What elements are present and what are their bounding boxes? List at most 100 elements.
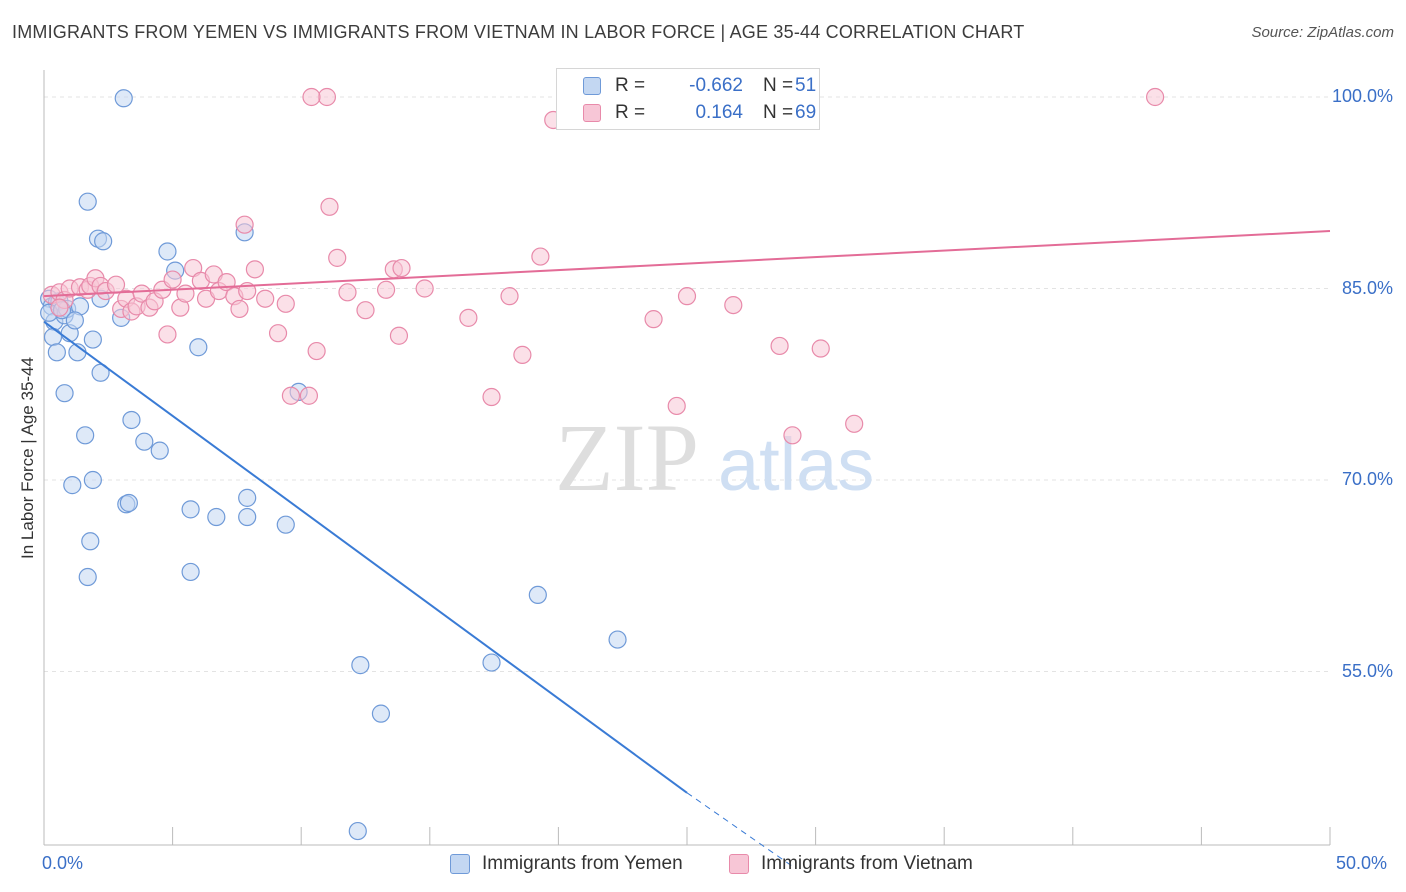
watermark: ZIP atlas: [555, 404, 874, 511]
vietnam-point: [106, 275, 126, 294]
chart-title: IMMIGRANTS FROM YEMEN VS IMMIGRANTS FROM…: [12, 22, 1025, 42]
x-tick-max: 50.0%: [1336, 853, 1388, 873]
yemen-point: [43, 327, 63, 347]
vietnam-point: [389, 326, 409, 345]
y-tick-label: 70.0%: [1341, 469, 1393, 489]
yemen-point: [207, 507, 226, 527]
vietnam-point: [783, 426, 802, 445]
vietnam-point: [356, 301, 375, 320]
vietnam-point: [158, 325, 177, 344]
vietnam-point: [276, 294, 295, 313]
yemen-trendline: [43, 320, 688, 794]
yemen-legend-swatch: [450, 854, 470, 874]
vietnam-point: [376, 280, 396, 299]
vietnam-point: [482, 387, 501, 407]
yemen-point: [122, 410, 141, 430]
vietnam-trendline: [43, 230, 1331, 298]
yemen-point: [608, 630, 627, 649]
vietnam-point: [500, 287, 519, 306]
vietnam-point: [307, 341, 326, 361]
yemen-point: [135, 432, 154, 451]
vietnam-point: [513, 345, 532, 364]
yemen-point: [528, 585, 547, 605]
n-value: 51: [795, 75, 817, 96]
yemen-point: [47, 343, 66, 362]
vietnam-point: [392, 258, 411, 278]
x-tick-min: 0.0%: [42, 853, 84, 873]
yemen-point: [78, 192, 97, 211]
n-label: N =: [763, 75, 794, 96]
yemen-point: [63, 476, 82, 495]
n-label: N =: [763, 102, 794, 123]
yemen-point: [238, 507, 257, 527]
vietnam-point: [256, 289, 275, 308]
yemen-point: [83, 330, 102, 349]
vietnam-point: [770, 336, 789, 356]
yemen-point: [78, 567, 97, 587]
vietnam-point: [677, 287, 697, 306]
trendlines: [43, 230, 1331, 869]
vietnam-point: [724, 295, 743, 315]
yemen-point: [348, 821, 367, 841]
vietnam-point: [50, 298, 69, 317]
stats-legend: R = -0.662 N = 51 R = 0.164 N = 69: [556, 68, 820, 130]
vietnam-point: [230, 299, 249, 319]
vietnam-point: [245, 260, 265, 279]
yemen-point: [81, 532, 100, 551]
yemen-point: [55, 384, 74, 403]
yemen-point: [114, 89, 133, 108]
r-value: -0.662: [689, 75, 743, 96]
y-tick-label: 55.0%: [1341, 660, 1393, 681]
vietnam-point: [317, 87, 337, 107]
yemen-point: [119, 493, 138, 513]
vietnam-point: [338, 283, 357, 302]
r-value: 0.164: [695, 102, 743, 123]
yemen-point: [189, 338, 208, 357]
vietnam-point: [667, 396, 686, 416]
vietnam-legend-label: Immigrants from Vietnam: [761, 853, 973, 874]
vietnam-point: [176, 284, 195, 303]
vietnam-point: [459, 308, 478, 327]
vietnam-point: [163, 270, 182, 289]
yemen-point: [371, 704, 391, 723]
vietnam-point: [281, 386, 301, 405]
yemen-point: [276, 515, 295, 534]
source-credit: Source: ZipAtlas.com: [1251, 24, 1394, 41]
vietnam-point: [235, 215, 254, 234]
y-tick-label: 100.0%: [1331, 86, 1393, 106]
yemen-point: [158, 242, 177, 261]
yemen-swatch: [583, 77, 601, 95]
watermark-zip: ZIP: [555, 404, 699, 511]
gridlines: [44, 96, 1330, 672]
vietnam-point: [268, 324, 288, 343]
n-value: 69: [795, 102, 817, 123]
r-label: R =: [615, 75, 646, 96]
vietnam-point: [299, 386, 319, 405]
yemen-point: [76, 426, 95, 445]
axes: [43, 70, 1331, 846]
vietnam-point: [302, 87, 321, 107]
vietnam-point: [320, 197, 339, 216]
vietnam-point: [1146, 87, 1165, 107]
vietnam-point: [531, 247, 550, 266]
yemen-point: [65, 311, 84, 330]
y-tick-label: 85.0%: [1341, 277, 1393, 298]
vietnam-point: [328, 248, 347, 267]
vietnam-point: [644, 310, 663, 329]
vietnam-point: [845, 414, 864, 433]
yemen-point: [83, 470, 102, 490]
yemen-point: [351, 656, 370, 675]
r-label: R =: [615, 102, 646, 123]
yemen-point: [150, 441, 169, 460]
yemen-point: [238, 488, 257, 507]
vietnam-point: [415, 279, 434, 298]
yemen-point: [482, 653, 501, 672]
vietnam-point: [811, 339, 830, 358]
vietnam-legend-swatch: [729, 854, 749, 874]
yemen-point: [94, 232, 113, 251]
yemen-legend-label: Immigrants from Yemen: [482, 853, 683, 874]
yemen-point: [181, 562, 200, 582]
vietnam-swatch: [583, 104, 601, 122]
yemen-point: [181, 500, 200, 519]
